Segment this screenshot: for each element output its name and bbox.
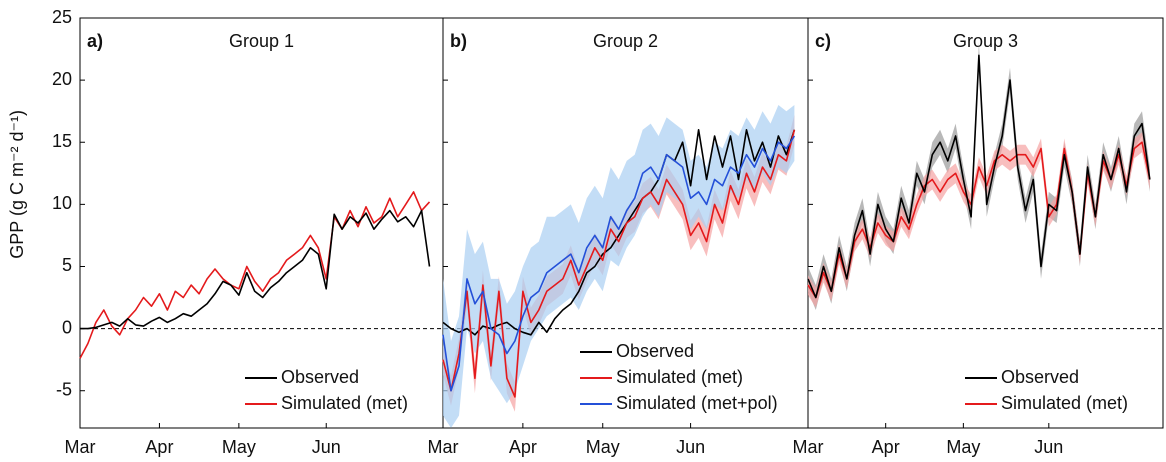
x-tick-label: May: [586, 437, 620, 457]
legend-label: Observed: [1001, 367, 1079, 387]
y-axis-label: GPP (g C m⁻² d⁻¹): [7, 110, 27, 259]
x-tick-label: Apr: [145, 437, 173, 457]
x-tick-label: Jun: [1034, 437, 1063, 457]
panel-title: Group 1: [229, 31, 294, 51]
x-tick-label: May: [946, 437, 980, 457]
legend-label: Simulated (met): [281, 393, 408, 413]
y-tick-label: 10: [52, 193, 72, 213]
x-tick-label: Mar: [65, 437, 96, 457]
y-tick-label: 20: [52, 69, 72, 89]
plot-frame: [79, 17, 444, 429]
panel: -5 0 5 10 15 20 25 GPP (g C m⁻² d⁻¹) Mar Apr May Ju…: [7, 7, 444, 457]
y-tick-label: 15: [52, 131, 72, 151]
series-line: [80, 209, 431, 330]
panel: Mar Apr May Jun c) Group 3 Observed Simulated (…: [793, 17, 1164, 457]
x-tick-label: Apr: [509, 437, 537, 457]
y-tick-label: 0: [62, 317, 72, 337]
panel: Mar Apr May Jun b) Group 2 Observed Simulated (…: [428, 17, 809, 457]
y-tick-label: 5: [62, 255, 72, 275]
plot-frame: [807, 17, 1164, 429]
y-tick-label: 25: [52, 7, 72, 27]
series-line: [442, 129, 796, 398]
x-tick-label: Mar: [793, 437, 824, 457]
legend-label: Simulated (met): [1001, 393, 1128, 413]
panel-title: Group 2: [593, 31, 658, 51]
panel-label: a): [87, 31, 103, 51]
legend-label: Observed: [281, 367, 359, 387]
x-tick-label: Jun: [676, 437, 705, 457]
panel-label: b): [450, 31, 467, 51]
x-tick-label: Apr: [872, 437, 900, 457]
series-line: [79, 191, 431, 359]
x-tick-label: Jun: [312, 437, 341, 457]
panel-title: Group 3: [953, 31, 1018, 51]
panel-label: c): [815, 31, 831, 51]
legend-label: Simulated (met): [616, 367, 743, 387]
x-tick-label: May: [222, 437, 256, 457]
y-tick-label: -5: [56, 379, 72, 399]
legend-label: Observed: [616, 341, 694, 361]
series-line: [442, 135, 796, 392]
series-line: [807, 54, 1151, 299]
x-tick-label: Mar: [428, 437, 459, 457]
uncertainty-band: [443, 105, 795, 428]
legend-label: Simulated (met+pol): [616, 393, 778, 413]
